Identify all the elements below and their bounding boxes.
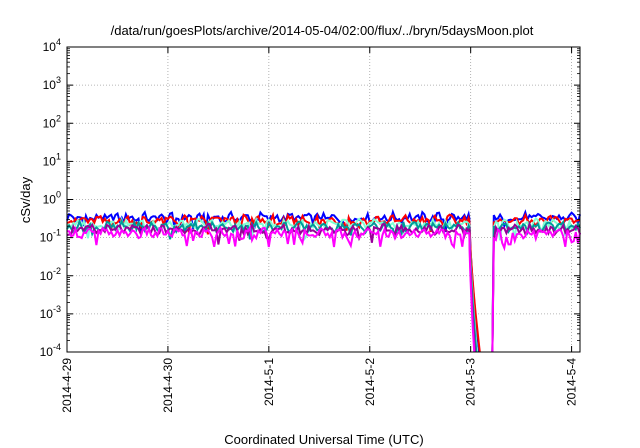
series-line: [66, 222, 476, 353]
series-line: [66, 225, 476, 353]
y-tick-label: 101: [43, 151, 61, 168]
series-line-recovery: [491, 227, 581, 353]
x-tick-label: 2014-5-4: [565, 358, 579, 406]
y-tick-base: 10: [40, 269, 54, 283]
series-line-recovery: [491, 220, 581, 353]
y-tick-base: 10: [43, 193, 57, 207]
series-line: [67, 216, 478, 353]
x-axis-title: Coordinated Universal Time (UTC): [224, 432, 423, 447]
y-tick-label: 10-1: [40, 228, 61, 245]
y-tick-exponent: 3: [56, 75, 61, 85]
y-tick-exponent: 1: [56, 151, 61, 161]
y-tick-base: 10: [40, 345, 54, 359]
series-line: [66, 208, 481, 353]
series-line: [66, 211, 481, 353]
y-tick-exponent: 4: [56, 37, 61, 47]
y-tick-base: 10: [40, 307, 54, 321]
y-tick-exponent: -4: [53, 342, 61, 352]
series-line: [66, 218, 478, 353]
x-tick-label: 2014-5-1: [262, 358, 276, 406]
y-tick-label: 100: [43, 190, 61, 207]
x-tick-label: 2014-4-30: [161, 358, 175, 413]
x-tick-label: 2014-5-2: [363, 358, 377, 406]
plot-frame: [66, 46, 581, 353]
y-tick-label: 102: [43, 113, 61, 130]
y-tick-label: 10-3: [40, 304, 61, 321]
y-tick-label: 103: [43, 75, 61, 92]
x-axis-ticks: 2014-4-29 2014-4-30 2014-5-1 2014-5-2 2014-5…: [60, 47, 579, 413]
y-tick-base: 10: [43, 78, 57, 92]
chart-title: /data/run/goesPlots/archive/2014-05-04/0…: [111, 23, 534, 38]
grid-lines: [66, 47, 580, 352]
y-tick-label: 104: [43, 37, 61, 54]
x-tick-label: 2014-5-3: [464, 358, 478, 406]
y-axis-title: cSv/day: [18, 176, 33, 223]
y-tick-exponent: 2: [56, 113, 61, 123]
y-tick-base: 10: [43, 116, 57, 130]
y-tick-base: 10: [43, 154, 57, 168]
y-tick-base: 10: [40, 231, 54, 245]
y-tick-label: 10-2: [40, 266, 61, 283]
series-line-recovery: [491, 217, 581, 353]
y-tick-exponent: -1: [53, 228, 61, 238]
y-tick-label: 10-4: [40, 342, 61, 359]
x-tick-label: 2014-4-29: [60, 358, 74, 413]
y-tick-exponent: -2: [53, 266, 61, 276]
y-tick-exponent: -3: [53, 304, 61, 314]
y-tick-exponent: 0: [56, 190, 61, 200]
y-tick-base: 10: [43, 40, 57, 54]
series-group: [66, 208, 581, 353]
